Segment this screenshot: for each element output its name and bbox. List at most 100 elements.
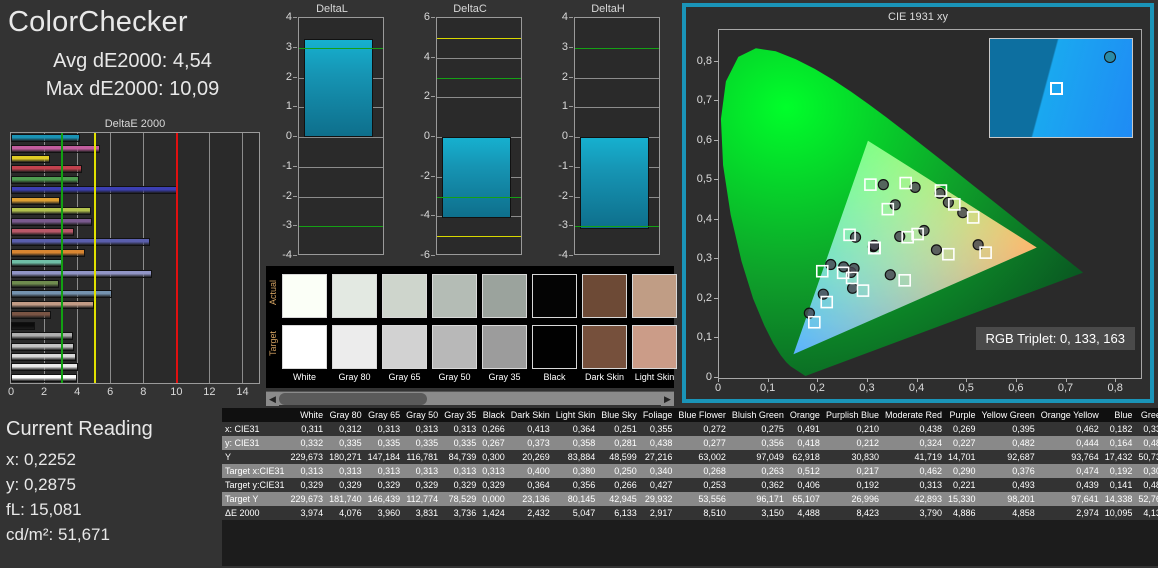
swatch-label: Black [543, 372, 566, 382]
gridline [110, 133, 112, 383]
table-cell: 229,673 [287, 492, 327, 506]
target-point [808, 315, 821, 329]
actual-swatch [482, 274, 527, 318]
scrollbar-thumb[interactable] [279, 393, 427, 405]
target-point [864, 178, 877, 191]
threshold-line-red [176, 133, 179, 383]
delta-value-bar [442, 137, 511, 219]
tick-mark [569, 225, 573, 227]
table-row: y: CIE31 0,332 0,335 0,335 0,335 0,335 0,267 0,… [222, 436, 1158, 450]
table-cell: 0,335 [326, 436, 365, 450]
y-axis-tick: -1 [282, 159, 292, 172]
table-cell: 0,329 [479, 478, 508, 492]
table-cell: 97,641 [1037, 492, 1102, 506]
target-point [868, 241, 881, 255]
table-cell: 0,329 [287, 478, 327, 492]
actual-swatch [382, 274, 427, 318]
table-cell: 0,266 [598, 478, 640, 492]
table-cell: 0,331 [1135, 422, 1158, 436]
page-title: ColorChecker [8, 6, 188, 38]
table-cell: 0,313 [403, 422, 442, 436]
table-cell: 17,432 [1101, 450, 1136, 464]
table-cell: 0,227 [945, 436, 979, 450]
table-cell: 0,212 [822, 436, 882, 450]
cie-y-tick: 0,7 [696, 94, 712, 107]
cie-y-tick: 0,3 [696, 252, 712, 265]
chart-title: DeltaC [453, 3, 487, 15]
rgb-triplet-readout: RGB Triplet: 0, 133, 163 [975, 327, 1135, 350]
measured-point [884, 269, 896, 281]
measured-point [972, 239, 984, 251]
reading-y: y: 0,2875 [6, 475, 76, 494]
delta-e-bar [11, 248, 86, 257]
tick-mark [431, 215, 435, 217]
cie-plot-area[interactable]: RGB Triplet: 0, 133, 163 [718, 29, 1142, 379]
delta-e-x-axis: 0 2 4 6 8 10 12 14 [4, 386, 266, 402]
delta-e-bar [11, 175, 80, 184]
table-cell: 83,884 [552, 450, 599, 464]
table-cell: 0,313 [479, 464, 508, 478]
table-cell: 30,830 [822, 450, 882, 464]
y-axis-tick: 4 [561, 11, 568, 23]
y-axis-tick: -3 [558, 219, 568, 232]
target-point [901, 230, 914, 244]
tick-mark [916, 378, 918, 382]
delta-e-bar [11, 196, 61, 205]
target-swatch [382, 325, 427, 369]
scroll-right-button[interactable]: ▶ [661, 392, 674, 406]
swatch-scrollbar[interactable]: ◀ ▶ [266, 391, 674, 406]
scroll-left-button[interactable]: ◀ [266, 392, 279, 406]
y-axis-tick: 0 [285, 130, 292, 142]
table-cell: 29,932 [639, 492, 676, 506]
table-cell: 14,338 [1101, 492, 1136, 506]
table-cell: 2,917 [639, 506, 676, 520]
tick-mark [714, 297, 718, 299]
table-cell: 0,427 [639, 478, 676, 492]
table-cell: 0,290 [945, 464, 979, 478]
table-cell: 0,313 [441, 464, 480, 478]
table-cell: 0,182 [1101, 422, 1136, 436]
table-cell: 116,781 [403, 450, 442, 464]
table-row: Target y:CIE31 0,329 0,329 0,329 0,329 0,329 0… [222, 478, 1158, 492]
measured-point [894, 230, 906, 243]
table-cell: 26,996 [822, 492, 882, 506]
table-cell: 0,356 [728, 436, 787, 450]
swatch-label: White [292, 372, 316, 382]
table-row-header: y: CIE31 [222, 436, 288, 450]
delta-value-bar [304, 38, 373, 137]
plot-area [436, 17, 522, 255]
table-column-header: Gray 65 [364, 408, 404, 422]
table-cell: 3,960 [364, 506, 404, 520]
measurement-table-container[interactable]: White Gray 80 Gray 65 Gray 50 Gray 35 Black Da… [222, 408, 1158, 566]
delta-h-chart: DeltaH 4 3 2 1 0 -1 -2 -3 -4 [548, 2, 668, 261]
threshold-line-green [60, 133, 63, 383]
table-cell: 0,329 [403, 478, 442, 492]
target-point [898, 274, 911, 287]
table-cell: 8,423 [822, 506, 882, 520]
table-cell: 0,000 [479, 492, 508, 506]
tick-mark [293, 195, 297, 197]
table-cell: 0,489 [1135, 478, 1158, 492]
table-column-header: Green [1135, 408, 1158, 422]
cie-x-tick: 0,3 [859, 382, 875, 394]
reading-cdm2: cd/m²: 51,671 [6, 525, 110, 544]
table-cell: 180,271 [326, 450, 365, 464]
table-cell: 3,974 [287, 506, 327, 520]
table-cell: 0,313 [403, 464, 442, 478]
actual-row-label: Actual [268, 280, 278, 306]
table-cell: 98,201 [978, 492, 1038, 506]
cie-y-tick: 0,2 [696, 291, 712, 304]
y-axis-tick: -4 [282, 249, 292, 261]
table-column-header: Light Skin [552, 408, 599, 422]
table-cell: 0,364 [552, 422, 599, 436]
target-swatch [532, 325, 577, 369]
table-cell: 0,340 [639, 464, 676, 478]
cie-y-tick: 0,1 [696, 331, 712, 344]
table-column-header: Purplish Blue [822, 408, 882, 422]
table-cell: 3,831 [403, 506, 442, 520]
gridline [209, 133, 211, 383]
table-cell: 8,510 [675, 506, 729, 520]
table-cell: 62,918 [786, 450, 823, 464]
tick-mark [866, 378, 868, 382]
